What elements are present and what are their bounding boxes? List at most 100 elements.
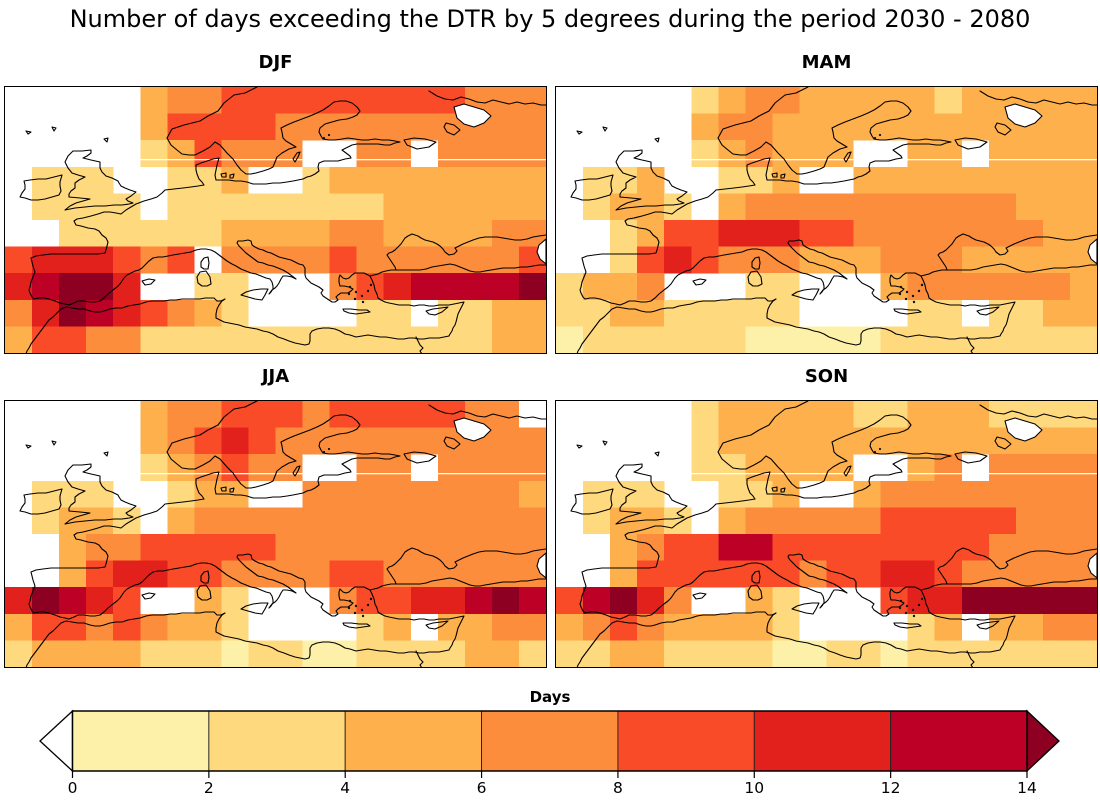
- caspian-edge: [536, 238, 546, 265]
- aegean-islands: [322, 447, 373, 618]
- colorbar-outline: [71, 710, 1028, 772]
- danish-islands: [771, 172, 786, 179]
- island-sicily: [791, 602, 820, 615]
- nile-river: [966, 650, 975, 667]
- colorbar-over-arrow: [1026, 709, 1060, 773]
- heatmap-cells: [556, 87, 1097, 353]
- barents-coast: [428, 404, 546, 420]
- colorbar-tick-label: 4: [340, 779, 350, 797]
- small-atlantic-islands: [576, 126, 660, 143]
- coastline-britain: [615, 149, 688, 211]
- caspian-edge: [536, 552, 546, 579]
- map-svg-mam: [556, 87, 1097, 353]
- island-sicily: [240, 288, 269, 301]
- lake-onega: [443, 436, 461, 450]
- map-panel-son: [555, 400, 1098, 668]
- coastline-mainland: [579, 401, 1097, 620]
- white-sea: [453, 417, 492, 442]
- lake-ladoga: [403, 137, 437, 150]
- coastline-turkey-africa: [576, 589, 1016, 667]
- coastline-ireland: [19, 488, 63, 515]
- panel-title-son: SON: [804, 366, 849, 387]
- island-sardinia: [196, 584, 212, 601]
- coastline-turkey-africa: [25, 275, 465, 353]
- colorbar-tick-label: 8: [613, 779, 623, 797]
- map-panel-djf: [4, 86, 547, 354]
- island-corsica: [200, 256, 210, 270]
- island-crete: [342, 622, 371, 629]
- map-svg-djf: [5, 87, 546, 353]
- colorbar-tick-label: 2: [204, 779, 214, 797]
- island-corsica: [751, 256, 761, 270]
- panel-title-djf: DJF: [258, 52, 293, 73]
- nile-river: [966, 336, 975, 353]
- heatmap-cells: [5, 401, 546, 667]
- lake-onega: [994, 436, 1012, 450]
- island-cyprus: [976, 306, 1000, 316]
- coastline-black-sea-north: [937, 547, 1097, 585]
- colorbar-under-arrow: [39, 709, 74, 773]
- danish-islands: [220, 486, 235, 493]
- island-corsica: [751, 570, 761, 584]
- coastline-britain: [64, 463, 137, 525]
- heatmap-cells: [5, 87, 546, 353]
- white-sea: [1004, 103, 1043, 128]
- small-atlantic-islands: [576, 440, 660, 457]
- island-gotland: [292, 465, 301, 477]
- lake-onega: [443, 122, 461, 136]
- white-sea: [453, 103, 492, 128]
- barents-coast: [979, 90, 1097, 106]
- island-mallorca: [141, 278, 156, 286]
- colorbar-tick-label: 12: [881, 779, 901, 797]
- island-cyprus: [425, 306, 449, 316]
- island-cyprus: [976, 620, 1000, 630]
- panel-title-mam: MAM: [801, 52, 852, 73]
- colorbar-tick-label: 14: [1017, 779, 1037, 797]
- map-panel-mam: [555, 86, 1098, 354]
- coastline-ireland: [570, 488, 614, 515]
- nile-river: [415, 336, 424, 353]
- coastline-mainland: [28, 87, 546, 306]
- coastline-mainland: [28, 401, 546, 620]
- barents-coast: [428, 90, 546, 106]
- island-gotland: [843, 465, 852, 477]
- colorbar-tick-label: 0: [68, 779, 78, 797]
- island-crete: [893, 308, 922, 315]
- coastline-black-sea-north: [386, 547, 546, 585]
- caspian-edge: [1087, 552, 1097, 579]
- nile-river: [415, 650, 424, 667]
- coastline: [19, 401, 546, 667]
- coastline-mainland: [579, 87, 1097, 306]
- coastline-turkey-africa: [25, 589, 465, 667]
- island-sicily: [240, 602, 269, 615]
- danish-islands: [771, 486, 786, 493]
- coastline-ireland: [570, 174, 614, 201]
- aegean-islands: [873, 133, 924, 304]
- island-sardinia: [747, 584, 763, 601]
- map-panel-jja: [4, 400, 547, 668]
- island-crete: [893, 622, 922, 629]
- coastline: [570, 87, 1097, 353]
- island-sardinia: [747, 270, 763, 287]
- island-sicily: [791, 288, 820, 301]
- map-svg-son: [556, 401, 1097, 667]
- danish-islands: [220, 172, 235, 179]
- coastline-black-sea-north: [937, 233, 1097, 271]
- caspian-edge: [1087, 238, 1097, 265]
- island-gotland: [843, 151, 852, 163]
- map-svg-jja: [5, 401, 546, 667]
- colorbar-title: Days: [530, 688, 571, 706]
- aegean-islands: [322, 133, 373, 304]
- coastline-britain: [64, 149, 137, 211]
- figure-title: Number of days exceeding the DTR by 5 de…: [69, 5, 1031, 33]
- coastline-ireland: [19, 174, 63, 201]
- colorbar-tick-label: 10: [744, 779, 764, 797]
- coastline-black-sea-north: [386, 233, 546, 271]
- island-sardinia: [196, 270, 212, 287]
- island-gotland: [292, 151, 301, 163]
- coastline: [570, 401, 1097, 667]
- small-atlantic-islands: [25, 126, 109, 143]
- heatmap-cells: [556, 401, 1097, 667]
- coastline-britain: [615, 463, 688, 525]
